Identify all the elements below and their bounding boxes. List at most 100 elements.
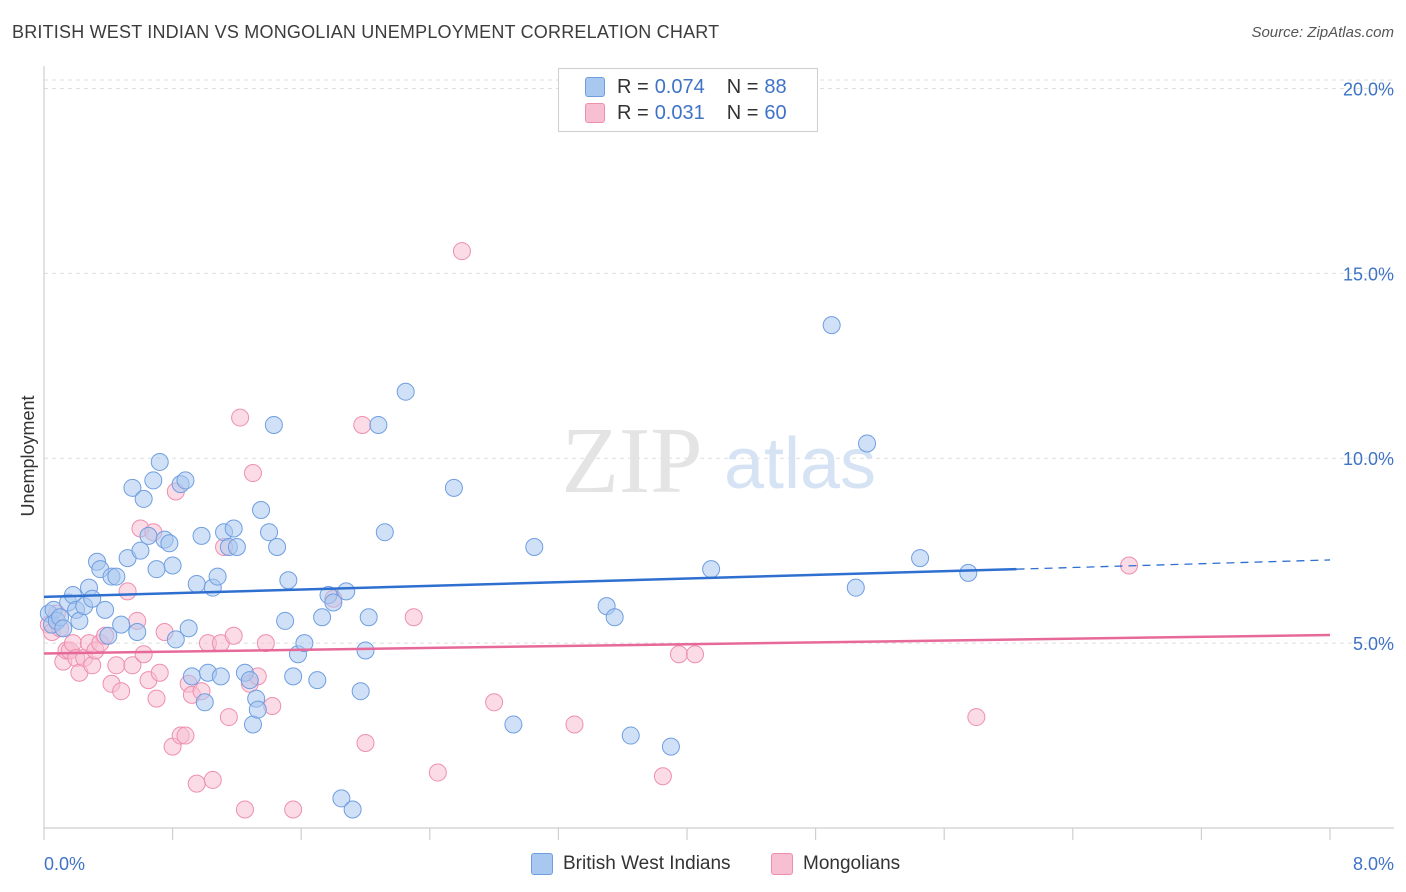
scatter-point-blue — [375, 523, 394, 542]
scatter-point-pink — [187, 774, 206, 793]
scatter-point-pink — [231, 408, 250, 427]
legend-r-label: R = — [617, 75, 649, 98]
scatter-point-blue — [224, 519, 243, 538]
scatter-point-blue — [369, 415, 388, 434]
correlation-legend: R = 0.074 N = 88 R = 0.031 N = 60 — [558, 68, 818, 132]
scatter-point-blue — [525, 537, 544, 556]
watermark-atlas: atlas — [724, 424, 876, 504]
x-tick-label: 0.0% — [44, 854, 85, 874]
legend-row-pink: R = 0.031 N = 60 — [585, 101, 787, 125]
source-label: Source: ZipAtlas.com — [1251, 24, 1394, 41]
scatter-point-blue — [324, 593, 343, 612]
y-tick-label: 15.0% — [1343, 264, 1394, 284]
watermark-zip: ZIP — [562, 409, 703, 513]
scatter-point-blue — [107, 567, 126, 586]
bottom-legend-swatch-pink — [771, 853, 793, 875]
scatter-point-pink — [176, 726, 195, 745]
scatter-point-pink — [404, 608, 423, 627]
scatter-point-pink — [565, 715, 584, 734]
scatter-point-blue — [264, 415, 283, 434]
scatter-point-blue — [504, 715, 523, 734]
scatter-point-pink — [686, 645, 705, 664]
scatter-point-pink — [256, 634, 275, 653]
bottom-legend-label-blue: British West Indians — [563, 853, 731, 874]
scatter-point-blue — [166, 630, 185, 649]
scatter-point-blue — [959, 563, 978, 582]
series-british-west-indians — [39, 316, 978, 819]
scatter-point-blue — [182, 667, 201, 686]
scatter-point-blue — [179, 619, 198, 638]
trend-line-blue — [43, 567, 1017, 599]
scatter-point-pink — [353, 415, 372, 434]
scatter-point-pink — [669, 645, 688, 664]
legend-n-label: N = — [726, 101, 759, 124]
grid-lines — [44, 79, 1394, 644]
scatter-point-blue — [279, 571, 298, 590]
scatter-point-blue — [176, 471, 195, 490]
y-tick-label: 10.0% — [1343, 449, 1394, 469]
scatter-point-pink — [118, 582, 137, 601]
scatter-point-blue — [276, 611, 295, 630]
scatter-point-blue — [131, 541, 150, 560]
scatter-point-blue — [332, 789, 351, 808]
scatter-point-blue — [240, 671, 259, 690]
scatter-point-blue — [128, 623, 147, 642]
scatter-point-pink — [967, 708, 986, 727]
legend-n-value: 88 — [764, 75, 787, 98]
scatter-point-blue — [661, 737, 680, 756]
scatter-point-blue — [295, 634, 314, 653]
scatter-point-blue — [284, 667, 303, 686]
scatter-point-blue — [396, 382, 415, 401]
scatter-point-blue — [139, 526, 158, 545]
scatter-point-blue — [160, 534, 179, 553]
y-axis-title: Unemployment — [18, 395, 38, 516]
scatter-point-blue — [150, 452, 169, 471]
scatter-point-blue — [112, 615, 131, 634]
trend-line-extension-blue — [1016, 559, 1331, 570]
y-tick-label: 5.0% — [1353, 634, 1394, 654]
scatter-point-pink — [428, 763, 447, 782]
scatter-point-blue — [846, 578, 865, 597]
legend-n-value: 60 — [764, 101, 787, 124]
scatter-point-blue — [911, 549, 930, 568]
scatter-point-blue — [187, 574, 206, 593]
legend-r-value: 0.074 — [654, 75, 705, 98]
scatter-point-blue — [268, 537, 287, 556]
watermark: ZIP atlas — [562, 409, 877, 513]
scatter-point-pink — [235, 800, 254, 819]
scatter-point-pink — [219, 708, 238, 727]
scatter-point-blue — [343, 800, 362, 819]
legend-swatch-pink — [585, 103, 605, 123]
scatter-point-pink — [203, 770, 222, 789]
scatter-point-blue — [351, 682, 370, 701]
scatter-point-blue — [356, 641, 375, 660]
scatter-point-pink — [243, 464, 262, 483]
scatter-point-pink — [147, 689, 166, 708]
scatter-point-blue — [702, 560, 721, 579]
legend-row-blue: R = 0.074 N = 88 — [585, 75, 787, 99]
bottom-legend-swatch-blue — [531, 853, 553, 875]
scatter-point-blue — [211, 667, 230, 686]
x-tick-label: 8.0% — [1353, 854, 1394, 874]
scatter-point-blue — [858, 434, 877, 453]
scatter-point-pink — [224, 626, 243, 645]
scatter-point-blue — [163, 556, 182, 575]
scatter-point-blue — [147, 560, 166, 579]
scatter-point-blue — [359, 608, 378, 627]
scatter-point-blue — [260, 523, 279, 542]
scatter-point-blue — [54, 619, 73, 638]
scatter-point-blue — [123, 478, 142, 497]
y-tick-label: 20.0% — [1343, 79, 1394, 99]
scatter-point-blue — [621, 726, 640, 745]
scatter-point-pink — [150, 663, 169, 682]
legend-r-value: 0.031 — [654, 101, 705, 124]
scatter-point-pink — [107, 656, 126, 675]
scatter-point-pink — [452, 242, 471, 261]
scatter-point-pink — [485, 693, 504, 712]
chart-title: BRITISH WEST INDIAN VS MONGOLIAN UNEMPLO… — [12, 22, 720, 42]
legend-n-label: N = — [726, 75, 759, 98]
bottom-legend-pink: Mongolians — [771, 852, 900, 876]
bottom-legend-label-pink: Mongolians — [803, 853, 901, 874]
tick-labels: 5.0% 10.0% 15.0% 20.0% 0.0% 8.0% — [44, 79, 1394, 874]
